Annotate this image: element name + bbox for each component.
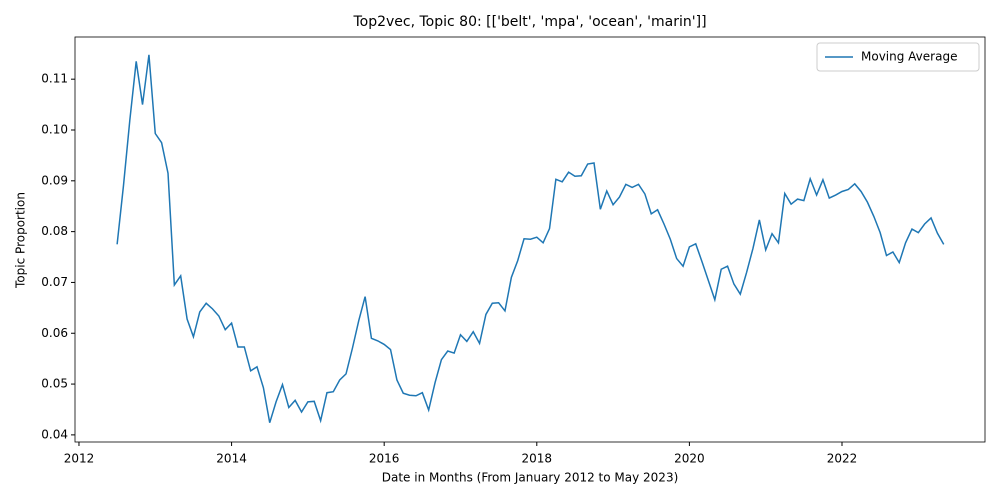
- y-tick-label: 0.07: [41, 275, 68, 289]
- y-tick-label: 0.10: [41, 122, 68, 136]
- legend-label: Moving Average: [861, 50, 957, 64]
- y-tick-label: 0.11: [41, 72, 68, 86]
- x-tick-label: 2020: [674, 452, 705, 466]
- x-tick-label: 2022: [827, 452, 858, 466]
- x-tick-label: 2018: [522, 452, 553, 466]
- chart-title: Top2vec, Topic 80: [['belt', 'mpa', 'oce…: [352, 14, 706, 30]
- y-tick-label: 0.09: [41, 173, 68, 187]
- x-tick-label: 2014: [216, 452, 247, 466]
- x-tick-label: 2016: [369, 452, 400, 466]
- x-tick-label: 2012: [64, 452, 95, 466]
- legend-box: [816, 42, 980, 72]
- y-tick-label: 0.04: [41, 427, 68, 441]
- y-axis-label: Topic Proportion: [14, 192, 28, 289]
- y-tick-label: 0.06: [41, 326, 68, 340]
- y-tick-label: 0.08: [41, 224, 68, 238]
- y-tick-label: 0.05: [41, 377, 68, 391]
- plot-frame: [74, 36, 986, 443]
- data-line: [116, 54, 945, 424]
- x-axis-label: Date in Months (From January 2012 to May…: [382, 471, 679, 485]
